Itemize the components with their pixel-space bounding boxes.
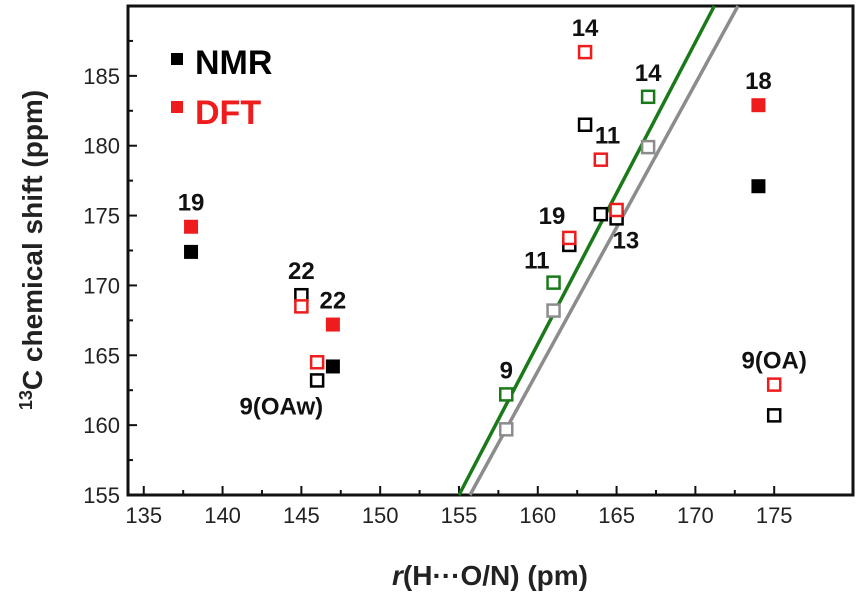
- point-label: 9(OAw): [240, 393, 324, 420]
- y-axis-title: 13C chemical shift (ppm): [16, 90, 48, 410]
- data-point: [577, 117, 593, 133]
- data-point: [499, 387, 514, 402]
- data-point: [593, 152, 609, 167]
- x-tick-label: 160: [519, 503, 556, 528]
- data-point: [184, 244, 199, 259]
- axis-ticks: 135 140 145 150 155 160 165 170 175 155 160 165 170 1…: [83, 39, 793, 528]
- y-tick-label: 165: [83, 343, 120, 368]
- x-tick-label: 145: [283, 503, 320, 528]
- x-tick-label: 165: [598, 503, 635, 528]
- x-tick-label: 140: [204, 503, 241, 528]
- y-tick-label: 175: [83, 204, 120, 229]
- data-points: [184, 44, 782, 437]
- legend: NMR DFT: [171, 44, 272, 132]
- data-point: [294, 299, 309, 314]
- data-point: [609, 202, 624, 218]
- y-axis-title-rest: C chemical shift (ppm): [17, 90, 48, 390]
- data-point: [577, 44, 593, 60]
- legend-marker-nmr: [171, 53, 183, 65]
- data-point: [593, 206, 609, 222]
- y-tick-label: 185: [83, 64, 120, 89]
- x-axis-title-italic: r: [392, 560, 405, 591]
- data-point: [751, 98, 766, 113]
- x-tick-label: 150: [362, 503, 399, 528]
- point-label: 9: [500, 357, 513, 384]
- x-tick-label: 170: [677, 503, 714, 528]
- data-point: [184, 219, 199, 234]
- point-label: 22: [320, 288, 347, 315]
- data-point: [766, 377, 782, 392]
- point-label: 13: [613, 227, 640, 254]
- y-tick-label: 160: [83, 413, 120, 438]
- data-point: [309, 373, 325, 388]
- fit-line: [468, 5, 740, 496]
- point-label: 19: [539, 203, 566, 230]
- data-point: [751, 179, 766, 194]
- point-label: 14: [572, 15, 599, 42]
- x-axis-title: r(H···O/N) (pm): [392, 560, 588, 591]
- legend-label-dft: DFT: [195, 94, 261, 132]
- data-point: [562, 230, 577, 246]
- fit-lines: [457, 5, 740, 496]
- y-axis-title-superscript: 13: [16, 390, 36, 410]
- x-tick-label: 135: [125, 503, 162, 528]
- point-label: 19: [178, 190, 205, 217]
- data-point: [309, 355, 325, 370]
- y-tick-label: 180: [83, 134, 120, 159]
- data-point: [640, 89, 656, 105]
- point-label: 9(OA): [742, 348, 807, 375]
- legend-label-nmr: NMR: [195, 44, 272, 82]
- data-point: [325, 317, 340, 332]
- point-label: 11: [595, 123, 620, 150]
- point-label: 14: [635, 60, 662, 87]
- point-label: 11: [524, 248, 549, 275]
- y-tick-label: 170: [83, 273, 120, 298]
- y-tick-label: 155: [83, 483, 120, 508]
- data-point: [499, 422, 514, 437]
- legend-marker-dft: [171, 101, 183, 113]
- data-point: [546, 303, 561, 318]
- point-label: 18: [745, 68, 772, 95]
- point-label: 22: [288, 258, 315, 285]
- data-point: [766, 408, 782, 423]
- fit-line: [457, 5, 716, 496]
- data-point: [546, 275, 561, 290]
- x-axis-title-rest: (H···O/N) (pm): [403, 560, 588, 591]
- data-point: [325, 359, 340, 374]
- data-point: [640, 139, 656, 155]
- x-tick-label: 155: [441, 503, 478, 528]
- x-tick-label: 175: [756, 503, 793, 528]
